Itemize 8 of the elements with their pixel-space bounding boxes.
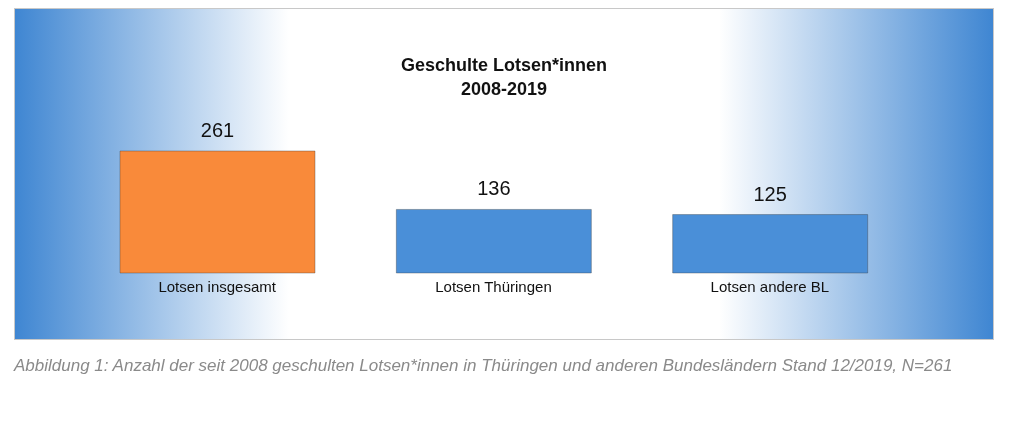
x-tick-label: Lotsen andere BL (710, 277, 830, 295)
data-label: 136 (477, 177, 511, 200)
data-label: 261 (200, 119, 235, 141)
x-tick-label: Lotsen insgesamt (158, 277, 277, 295)
text: Abbildung 1: Anzahl der seit 2008 geschulten Lotsen*innen in Thüringen und anderen Bundesländern Stand 12/2019, N=261 (14, 355, 954, 377)
data-label: 125 (753, 182, 787, 205)
x-tick-label: Lotsen Thüringen (435, 277, 552, 295)
chart-title: Geschulte Lotsen*innen 2008-2019 (399, 54, 608, 101)
